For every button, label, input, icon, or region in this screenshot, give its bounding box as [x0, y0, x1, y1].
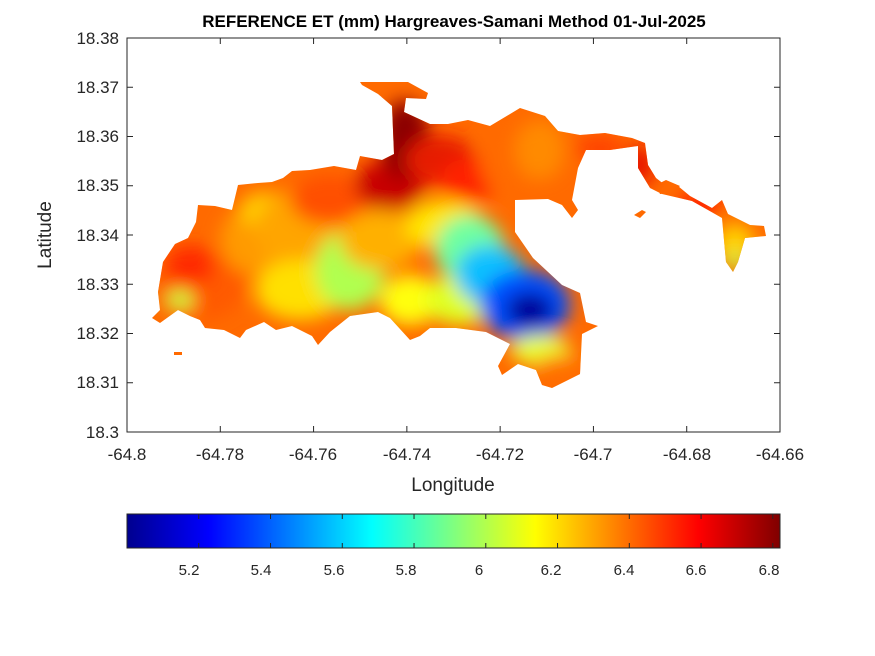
colorbar-tick-label: 6.8: [759, 562, 780, 579]
heat-blob: [535, 355, 585, 385]
x-tick-label: -64.72: [476, 445, 524, 464]
x-axis-label: Longitude: [411, 475, 494, 496]
colorbar-tick-label: 5.6: [324, 562, 345, 579]
chart-title: REFERENCE ET (mm) Hargreaves-Samani Meth…: [202, 12, 706, 31]
y-tick-label: 18.37: [76, 78, 119, 97]
x-tick-label: -64.74: [383, 445, 431, 464]
y-tick-label: 18.38: [76, 29, 119, 48]
y-tick-label: 18.31: [76, 373, 119, 392]
tick-marks: [126, 37, 781, 433]
heat-blob: [506, 292, 554, 328]
colorbar-tick-label: 6.4: [614, 562, 635, 579]
heat-blob: [340, 210, 420, 270]
colorbar-tick-labels: 5.2 5.4 5.6 5.8 6 6.2 6.4 6.6 6.8: [179, 562, 780, 579]
x-tick-label: -64.7: [574, 445, 613, 464]
x-tick-label: -64.8: [108, 445, 147, 464]
y-tick-label: 18.33: [76, 275, 119, 294]
heat-blob: [290, 175, 370, 225]
x-tick-label: -64.76: [289, 445, 337, 464]
colorbar-tick-label: 6: [475, 562, 483, 579]
y-tick-label: 18.3: [86, 423, 119, 442]
colorbar-tick-label: 6.6: [686, 562, 707, 579]
y-tick-labels: 18.38 18.37 18.36 18.35 18.34 18.33 18.3…: [76, 29, 119, 442]
x-tick-labels: -64.8 -64.78 -64.76 -64.74 -64.72 -64.7 …: [108, 445, 804, 464]
heat-blob: [165, 245, 215, 285]
colorbar-tick-label: 5.8: [396, 562, 417, 579]
heat-blob: [166, 290, 194, 310]
heat-blob: [380, 275, 440, 325]
colorbar: [126, 513, 781, 549]
x-tick-label: -64.66: [756, 445, 804, 464]
x-tick-label: -64.78: [196, 445, 244, 464]
colorbar-tick-label: 5.2: [179, 562, 200, 579]
y-tick-label: 18.36: [76, 127, 119, 146]
heat-blob: [515, 120, 565, 180]
y-tick-label: 18.34: [76, 226, 119, 245]
y-tick-label: 18.35: [76, 176, 119, 195]
y-axis-label: Latitude: [35, 201, 56, 269]
x-tick-label: -64.68: [663, 445, 711, 464]
colorbar-tick-marks: [198, 514, 774, 548]
colorbar-tick-label: 5.4: [251, 562, 272, 579]
y-tick-label: 18.32: [76, 324, 119, 343]
colorbar-tick-label: 6.2: [541, 562, 562, 579]
